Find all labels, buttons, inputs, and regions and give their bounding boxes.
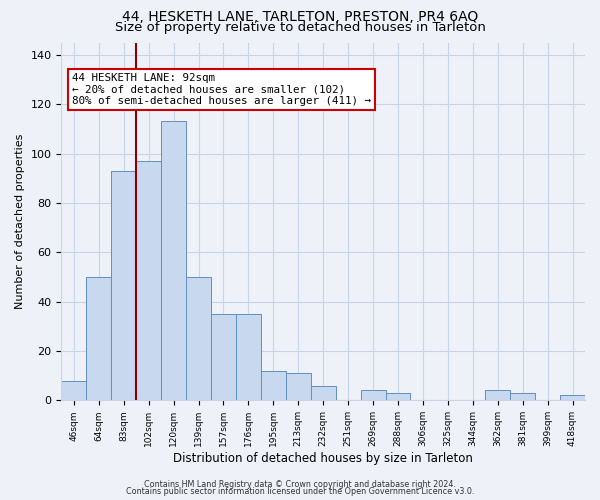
Text: 44, HESKETH LANE, TARLETON, PRESTON, PR4 6AQ: 44, HESKETH LANE, TARLETON, PRESTON, PR4… — [122, 10, 478, 24]
Text: Contains HM Land Registry data © Crown copyright and database right 2024.: Contains HM Land Registry data © Crown c… — [144, 480, 456, 489]
Bar — [211, 314, 236, 400]
Bar — [286, 373, 311, 400]
Bar — [510, 393, 535, 400]
Bar — [136, 161, 161, 400]
Text: Size of property relative to detached houses in Tarleton: Size of property relative to detached ho… — [115, 21, 485, 34]
Bar — [61, 380, 86, 400]
Bar — [311, 386, 335, 400]
Bar — [485, 390, 510, 400]
Bar — [111, 171, 136, 400]
Bar — [560, 396, 585, 400]
Bar — [86, 277, 111, 400]
Text: Contains public sector information licensed under the Open Government Licence v3: Contains public sector information licen… — [126, 488, 474, 496]
Y-axis label: Number of detached properties: Number of detached properties — [15, 134, 25, 309]
Text: 44 HESKETH LANE: 92sqm
← 20% of detached houses are smaller (102)
80% of semi-de: 44 HESKETH LANE: 92sqm ← 20% of detached… — [72, 73, 371, 106]
Bar — [261, 370, 286, 400]
X-axis label: Distribution of detached houses by size in Tarleton: Distribution of detached houses by size … — [173, 452, 473, 465]
Bar — [186, 277, 211, 400]
Bar — [361, 390, 386, 400]
Bar — [386, 393, 410, 400]
Bar — [161, 122, 186, 400]
Bar — [236, 314, 261, 400]
